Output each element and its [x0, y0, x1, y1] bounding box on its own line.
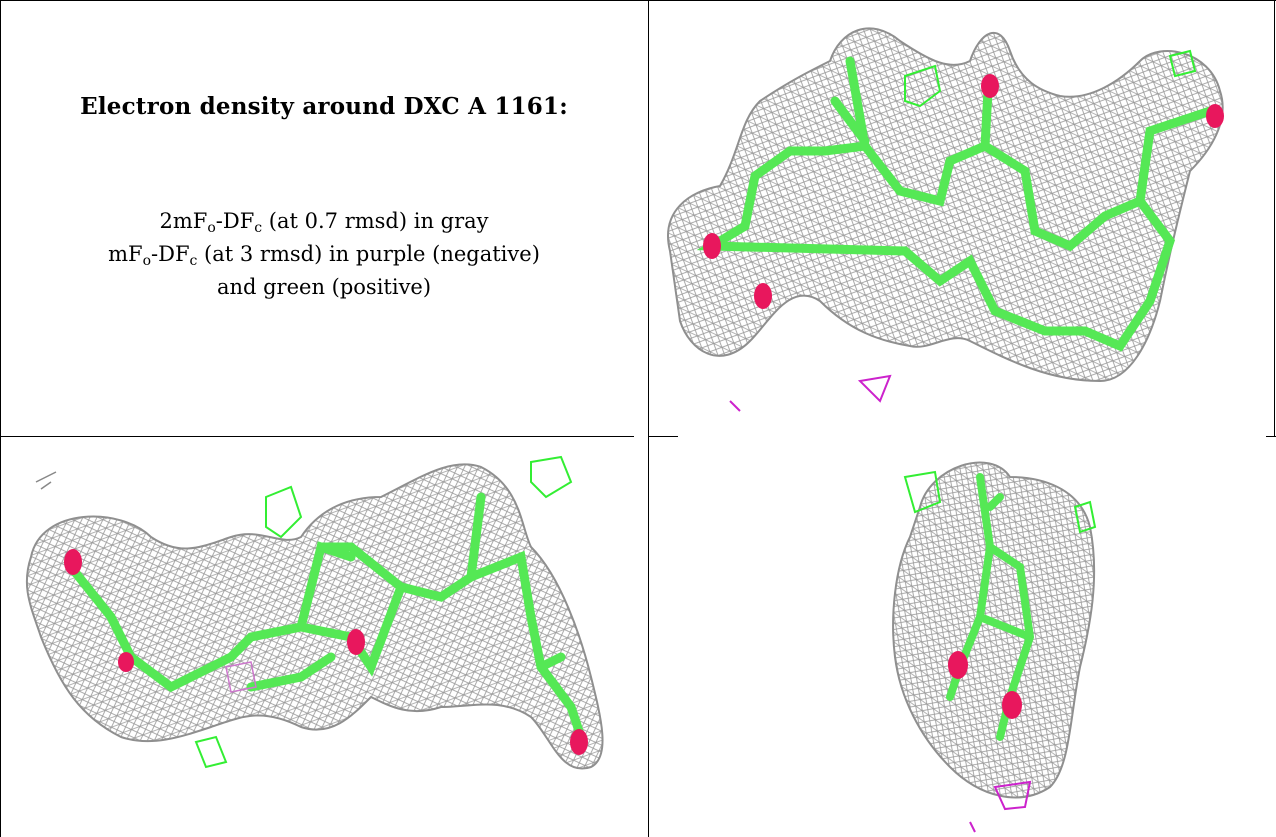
middle-divider-right [648, 436, 678, 437]
oxygen-atoms [703, 74, 1224, 309]
legend-line-2-post: (at 3 rmsd) in purple (negative) [197, 242, 540, 266]
negative-density-blob [225, 661, 257, 693]
density-view-1-image [667, 27, 1224, 412]
positive-density-blob-2 [530, 455, 573, 499]
caption-cell: Electron density around DXC A 1161: 2mFo… [0, 0, 648, 436]
gray-mesh-envelope [892, 461, 1096, 799]
legend-line-2-sub-c: c [189, 253, 198, 269]
stray-mark [35, 471, 57, 490]
density-view-3-image [892, 461, 1097, 833]
legend-line-positive: and green (positive) [216, 275, 432, 299]
center-divider [648, 0, 649, 837]
positive-density-blob-2 [1073, 500, 1097, 534]
positive-density-blob [265, 485, 303, 539]
density-view-2-image [25, 455, 604, 770]
positive-density-blob-3 [194, 735, 228, 769]
legend-line-2-sub-o: o [142, 253, 152, 269]
legend-line-1-sub-o: o [207, 220, 216, 236]
density-panel-top-right [650, 1, 1274, 435]
legend-line-gray: 2mFo-DFc (at 0.7 rmsd) in gray [0, 205, 648, 238]
legend-line-1-sub-c: c [254, 220, 263, 236]
density-panel-bottom-left [1, 437, 647, 837]
legend-line-1-post: (at 0.7 rmsd) in gray [262, 209, 489, 233]
legend-line-difference: mFo-DFc (at 3 rmsd) in purple (negative) [0, 238, 648, 271]
legend-line-2-mid: -DF [151, 242, 190, 266]
molecule-sticks [946, 473, 1035, 741]
legend-text: 2mFo-DFc (at 0.7 rmsd) in gray mFo-DFc (… [0, 205, 648, 304]
middle-divider-left [0, 436, 634, 437]
legend-line-2-pre: mF [108, 242, 143, 266]
oxygen-atoms [948, 651, 1022, 719]
gray-mesh-envelope [667, 27, 1224, 383]
legend-line-1-pre: 2mF [159, 209, 208, 233]
figure-title: Electron density around DXC A 1161: [80, 93, 568, 120]
molecule-sticks [66, 492, 586, 742]
legend-line-1-mid: -DF [215, 209, 255, 233]
middle-divider-tick [1266, 436, 1276, 437]
gray-mesh-envelope [25, 463, 604, 770]
right-border [1274, 0, 1275, 436]
top-border [0, 0, 1276, 1]
oxygen-atoms [64, 549, 588, 755]
negative-density-blob [729, 374, 892, 412]
positive-density-blob [904, 64, 942, 108]
positive-density-blob [903, 470, 942, 514]
molecule-sticks [696, 56, 1215, 352]
left-border [0, 0, 1, 837]
negative-density-blob [969, 780, 1032, 833]
density-panel-bottom-right [650, 437, 1274, 837]
positive-density-blob-2 [1168, 49, 1197, 78]
